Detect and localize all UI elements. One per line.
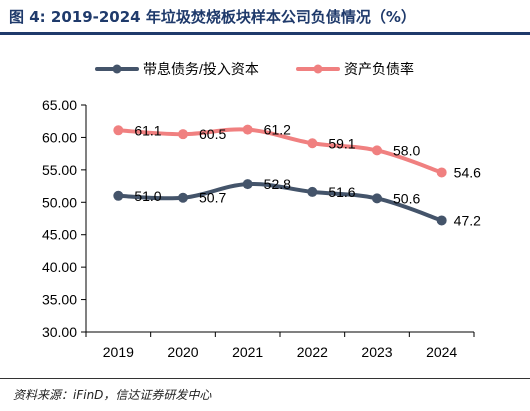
data-label-2: 60.5 bbox=[199, 126, 226, 142]
data-point-1 bbox=[113, 190, 124, 201]
data-point-1 bbox=[372, 193, 382, 204]
legend-label-2: 资产负债率 bbox=[344, 61, 414, 77]
data-point-2 bbox=[372, 145, 382, 156]
data-label-2: 54.6 bbox=[454, 164, 481, 180]
data-point-2 bbox=[242, 124, 253, 135]
x-tick-label: 2019 bbox=[103, 344, 134, 360]
data-point-2 bbox=[113, 125, 124, 136]
y-tick-label: 40.00 bbox=[42, 259, 77, 275]
data-label-1: 47.2 bbox=[454, 212, 481, 228]
y-tick-label: 60.00 bbox=[42, 129, 77, 145]
figure-title: 图 4: 2019-2024 年垃圾焚烧板块样本公司负债情况（%） bbox=[9, 8, 416, 26]
y-tick-label: 35.00 bbox=[42, 292, 77, 308]
data-label-2: 61.1 bbox=[134, 122, 161, 138]
data-point-2 bbox=[178, 129, 188, 140]
series-line-2 bbox=[118, 127, 443, 175]
x-tick-label: 2021 bbox=[232, 344, 263, 360]
series-line-1 bbox=[118, 182, 443, 223]
title-underline bbox=[0, 32, 530, 35]
data-point-1 bbox=[436, 215, 447, 226]
data-label-2: 61.2 bbox=[264, 122, 291, 138]
data-point-2 bbox=[307, 138, 318, 149]
y-tick-label: 45.00 bbox=[42, 227, 77, 243]
data-label-2: 59.1 bbox=[328, 135, 355, 151]
data-label-1: 50.7 bbox=[199, 190, 226, 206]
source-divider bbox=[0, 378, 530, 379]
data-label-1: 50.6 bbox=[393, 190, 420, 206]
x-tick-label: 2020 bbox=[167, 344, 198, 360]
y-tick-label: 65.00 bbox=[42, 97, 77, 113]
data-label-1: 51.6 bbox=[328, 184, 355, 200]
source-note: 资料来源：iFinD，信达证券研发中心 bbox=[13, 388, 212, 402]
y-tick-label: 30.00 bbox=[42, 324, 77, 340]
line-chart: 带息债务/投入资本 资产负债率 65.00 60.00 55.00 50.00 45.00 4… bbox=[42, 61, 481, 360]
legend-marker-1 bbox=[112, 64, 122, 74]
x-tick-label: 2024 bbox=[426, 344, 457, 360]
y-tick-label: 50.00 bbox=[42, 194, 77, 210]
x-tick-label: 2023 bbox=[361, 344, 392, 360]
data-point-1 bbox=[178, 192, 188, 203]
y-tick-label: 55.00 bbox=[42, 162, 77, 178]
data-point-1 bbox=[242, 179, 253, 190]
figure-title-row: 图 4: 2019-2024 年垃圾焚烧板块样本公司负债情况（%） bbox=[9, 6, 521, 30]
legend-label-1: 带息债务/投入资本 bbox=[143, 61, 259, 77]
data-label-1: 52.8 bbox=[264, 176, 291, 192]
data-point-2 bbox=[436, 167, 447, 178]
data-label-2: 58.0 bbox=[393, 142, 420, 158]
chart-container: 带息债务/投入资本 资产负债率 65.00 60.00 55.00 50.00 45.00 4… bbox=[0, 40, 530, 370]
data-label-1: 51.0 bbox=[134, 188, 161, 204]
x-tick-label: 2022 bbox=[297, 344, 328, 360]
legend-marker-2 bbox=[313, 64, 323, 74]
data-point-1 bbox=[307, 186, 318, 197]
